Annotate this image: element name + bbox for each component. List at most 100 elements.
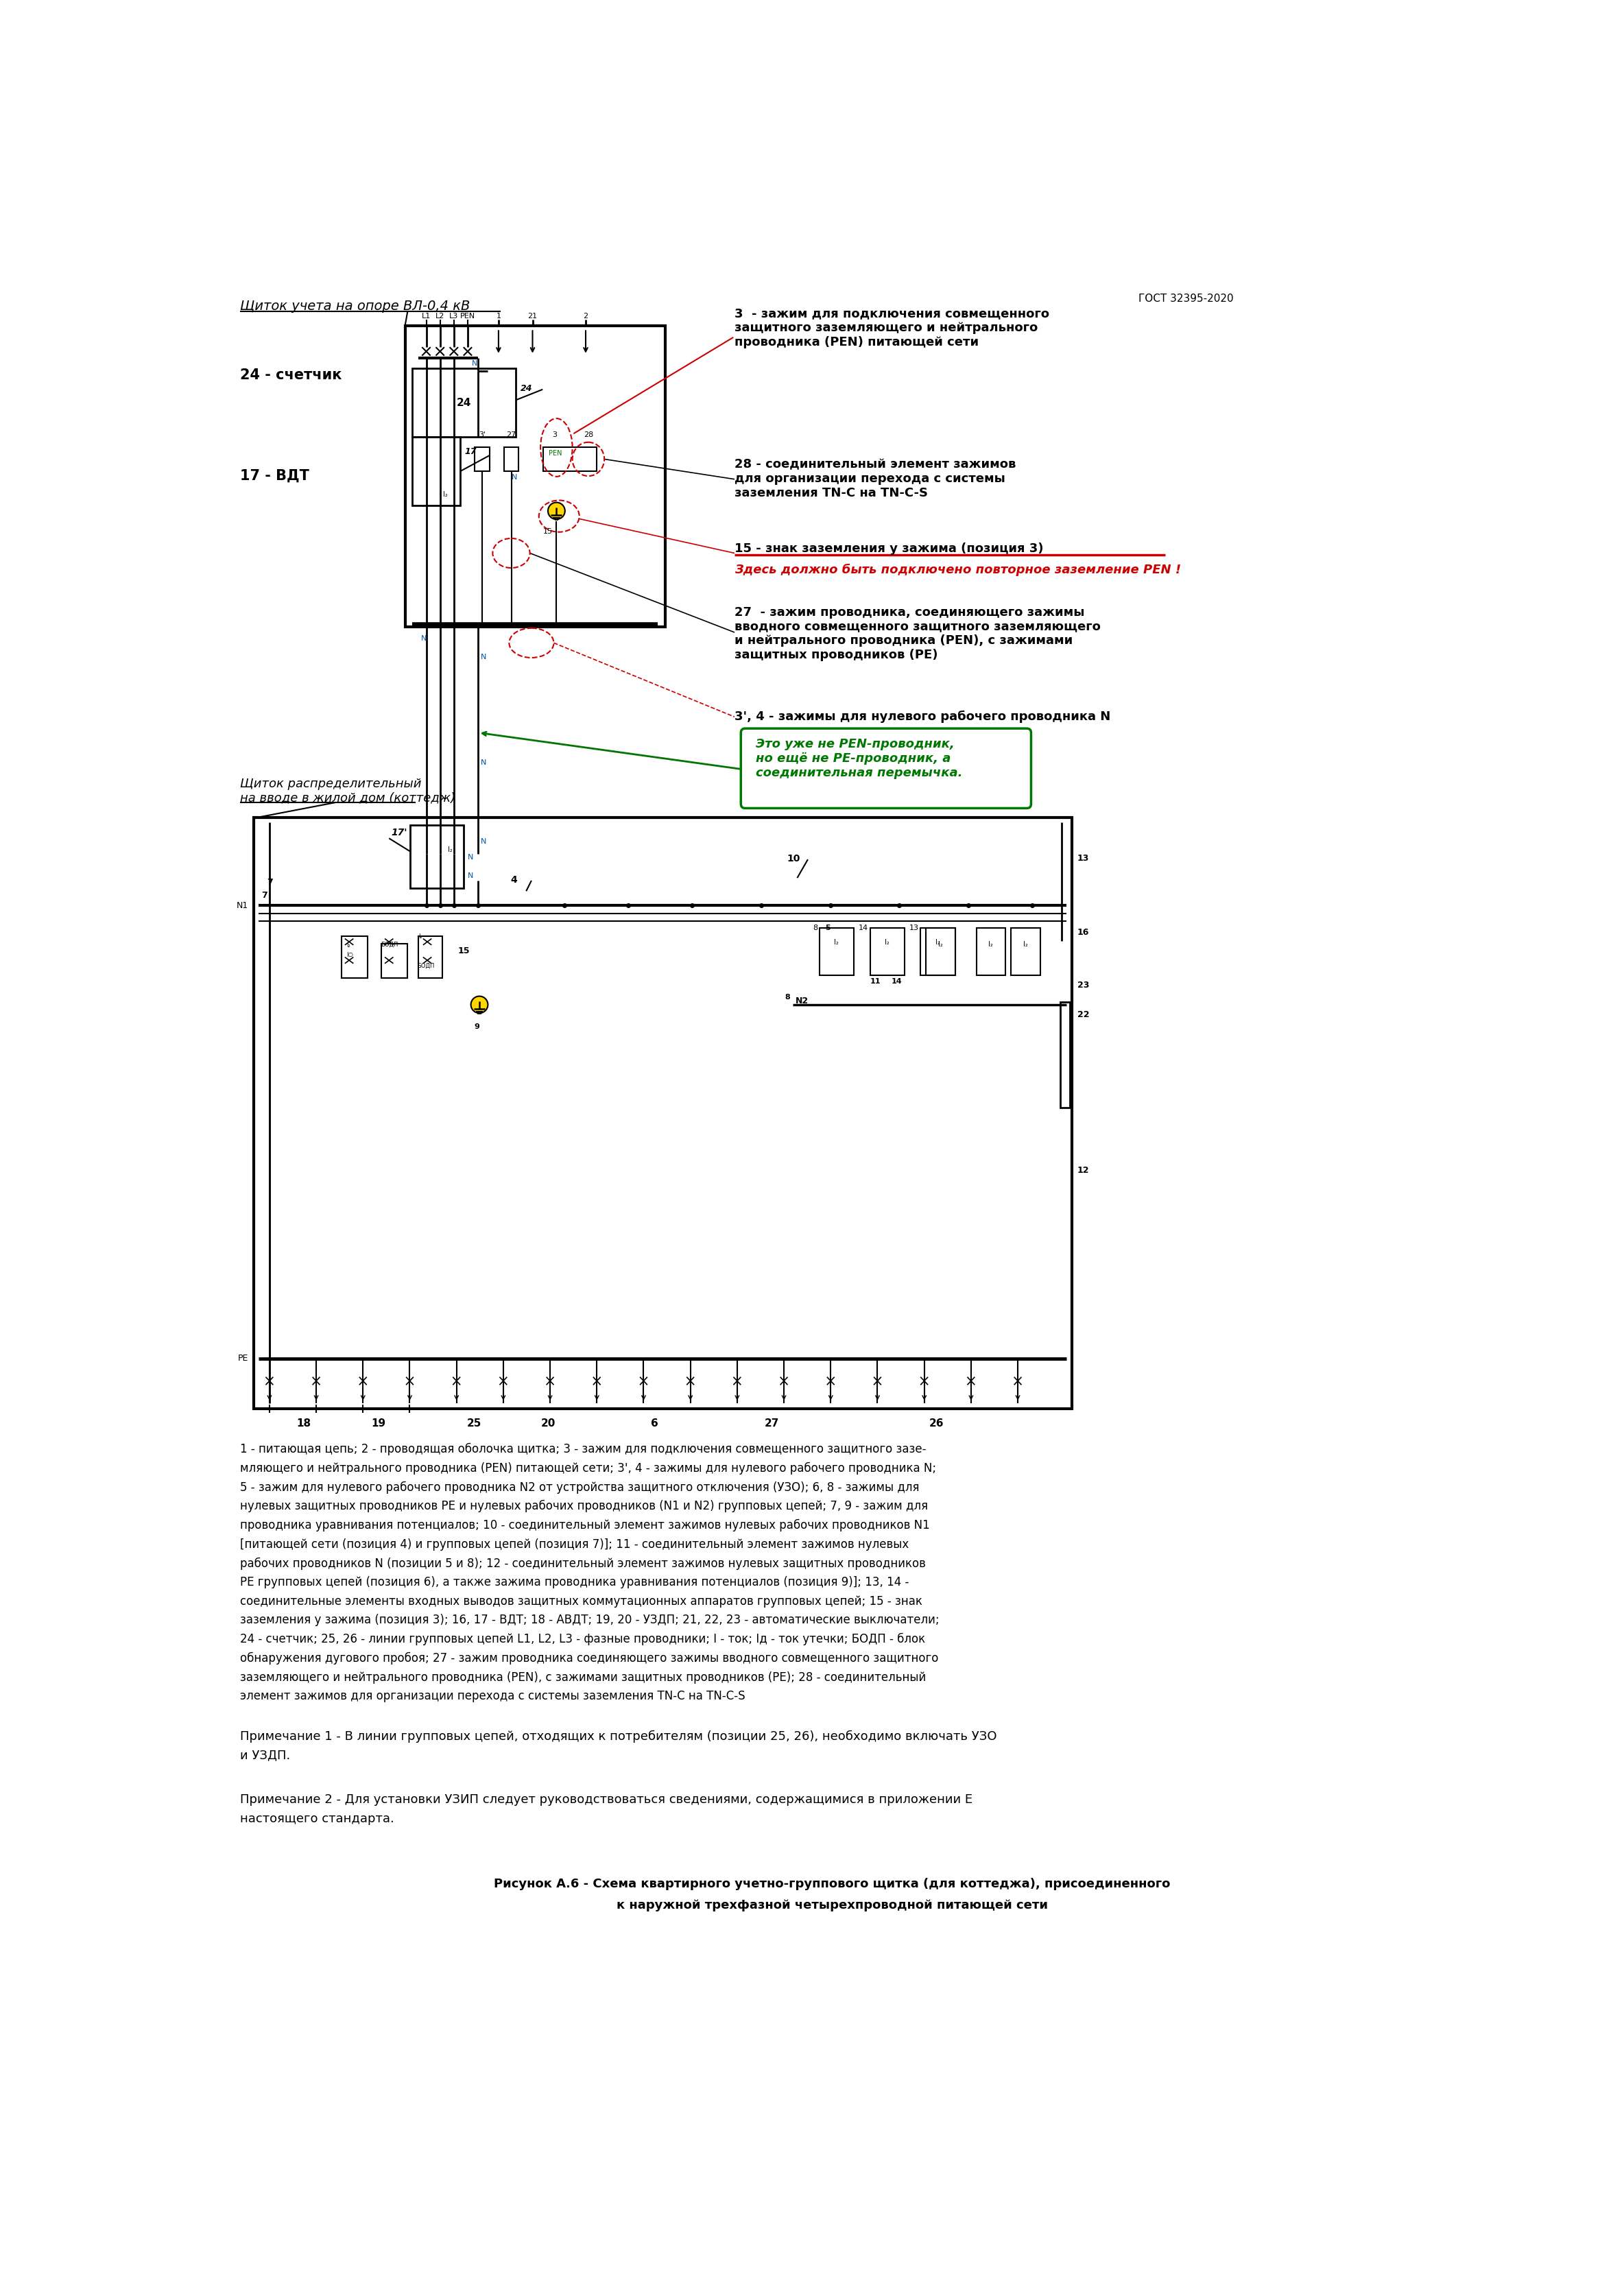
Text: 24 - счетчик: 24 - счетчик (240, 369, 343, 383)
Text: 14: 14 (892, 979, 901, 986)
Text: I₂: I₂ (346, 943, 351, 950)
Bar (870, 929, 905, 975)
Text: 13: 13 (909, 924, 919, 931)
Text: I₂: I₂ (443, 492, 448, 499)
Text: на вводе в жилой дом (коттедж): на вводе в жилой дом (коттедж) (240, 792, 456, 804)
Bar (419, 936, 442, 979)
Text: 3', 4 - зажимы для нулевого рабочего проводника N: 3', 4 - зажимы для нулевого рабочего про… (734, 710, 1111, 724)
Text: 2: 2 (583, 312, 588, 319)
Text: Примечание 2 - Для установки УЗИП следует руководствоваться сведениями, содержащ: Примечание 2 - Для установки УЗИП следуе… (240, 1794, 973, 1806)
Text: Здесь должно быть подключено повторное заземление PEN !: Здесь должно быть подключено повторное з… (734, 565, 1181, 576)
FancyBboxPatch shape (741, 729, 1031, 808)
Text: заземляющего и нейтрального проводника (PEN), с зажимами защитных проводников (P: заземляющего и нейтрального проводника (… (240, 1671, 926, 1683)
Text: 28: 28 (583, 430, 593, 437)
Text: 7: 7 (261, 890, 268, 899)
Text: Примечание 1 - В линии групповых цепей, отходящих к потребителям (позиции 25, 26: Примечание 1 - В линии групповых цепей, … (240, 1731, 997, 1742)
Text: I₂: I₂ (885, 938, 890, 945)
Text: 17 - ВДТ: 17 - ВДТ (240, 469, 310, 483)
Text: Щиток распределительный: Щиток распределительный (240, 776, 422, 790)
Text: N: N (473, 360, 477, 367)
Text: I₂: I₂ (1023, 940, 1028, 947)
Text: I₂: I₂ (419, 934, 422, 940)
Text: 21: 21 (528, 312, 538, 319)
Text: [питающей сети (позиция 4) и групповых цепей (позиция 7)]; 11 - соединительный э: [питающей сети (позиция 4) и групповых ц… (240, 1537, 909, 1551)
Text: 8: 8 (814, 924, 818, 931)
Text: 27: 27 (765, 1419, 780, 1428)
Text: N: N (468, 872, 473, 879)
Text: L1: L1 (422, 312, 430, 319)
Text: PEN: PEN (460, 312, 476, 319)
Text: 3': 3' (479, 430, 486, 437)
Text: 15: 15 (458, 947, 469, 956)
Text: 24: 24 (520, 385, 533, 394)
Bar (1060, 1002, 1070, 1107)
Text: 20: 20 (541, 1419, 555, 1428)
Text: 5 - зажим для нулевого рабочего проводника N2 от устройства защитного отключения: 5 - зажим для нулевого рабочего проводни… (240, 1480, 919, 1494)
Text: рабочих проводников N (позиции 5 и 8); 12 - соединительный элемент зажимов нулев: рабочих проводников N (позиции 5 и 8); 1… (240, 1557, 926, 1569)
Text: 14: 14 (859, 924, 869, 931)
Text: 11: 11 (870, 979, 880, 986)
Text: мляющего и нейтрального проводника (PEN) питающей сети; 3', 4 - зажимы для нулев: мляющего и нейтрального проводника (PEN)… (240, 1462, 937, 1475)
Text: L2: L2 (435, 312, 445, 319)
Text: 19: 19 (372, 1419, 385, 1428)
Bar (976, 929, 1005, 975)
Bar (921, 929, 955, 975)
Text: 27  - зажим проводника, соединяющего зажимы
вводного совмещенного защитного зазе: 27 - зажим проводника, соединяющего зажи… (734, 606, 1101, 660)
Text: заземления у зажима (позиция 3); 16, 17 - ВДТ; 18 - АВДТ; 19, 20 - УЗДП; 21, 22,: заземления у зажима (позиция 3); 16, 17 … (240, 1614, 939, 1626)
Text: PEN: PEN (549, 451, 562, 458)
Bar (503, 449, 518, 471)
Text: 16: 16 (1077, 929, 1090, 938)
Text: 1 - питающая цепь; 2 - проводящая оболочка щитка; 3 - зажим для подключения совм: 1 - питающая цепь; 2 - проводящая оболоч… (240, 1444, 926, 1455)
Text: PE: PE (237, 1355, 248, 1364)
Text: 25: 25 (466, 1419, 481, 1428)
Text: 24: 24 (456, 398, 471, 408)
Bar (474, 449, 489, 471)
Text: L3: L3 (450, 312, 458, 319)
Text: 1: 1 (495, 312, 500, 319)
Bar (1010, 929, 1039, 975)
Text: N: N (512, 474, 516, 480)
Bar (253, 817, 1072, 1409)
Text: I₂: I₂ (835, 938, 840, 945)
Text: N: N (481, 838, 486, 845)
Text: 7: 7 (266, 879, 273, 886)
Circle shape (547, 503, 565, 519)
Text: БОДП: БОДП (417, 963, 435, 968)
Bar (341, 936, 367, 979)
Bar (542, 449, 596, 471)
Text: 10: 10 (786, 854, 801, 863)
Text: I₂: I₂ (939, 940, 942, 947)
Text: 26: 26 (929, 1419, 944, 1428)
Text: 8: 8 (784, 995, 791, 1002)
Text: Рисунок А.6 - Схема квартирного учетно-группового щитка (для коттеджа), присоеди: Рисунок А.6 - Схема квартирного учетно-г… (494, 1879, 1171, 1890)
Bar (382, 945, 408, 979)
Text: 23: 23 (1077, 981, 1090, 990)
Text: БОДП: БОДП (382, 940, 398, 947)
Text: к наружной трехфазной четырехпроводной питающей сети: к наружной трехфазной четырехпроводной п… (617, 1899, 1047, 1913)
Text: N1: N1 (237, 902, 248, 911)
Text: нулевых защитных проводников PE и нулевых рабочих проводников (N1 и N2) групповы: нулевых защитных проводников PE и нулевы… (240, 1501, 929, 1512)
Bar (412, 437, 460, 505)
Text: I₂: I₂ (935, 938, 940, 945)
Text: проводника уравнивания потенциалов; 10 - соединительный элемент зажимов нулевых : проводника уравнивания потенциалов; 10 -… (240, 1519, 931, 1532)
Bar (404, 326, 666, 626)
Text: 18: 18 (297, 1419, 312, 1428)
Text: 17: 17 (464, 449, 476, 455)
Text: 3: 3 (552, 430, 557, 437)
Text: I₂: I₂ (989, 940, 992, 947)
Text: N: N (421, 635, 427, 642)
Circle shape (471, 997, 487, 1013)
Text: 13: 13 (1077, 854, 1090, 863)
Text: 15: 15 (542, 528, 552, 535)
Bar (412, 369, 516, 437)
Text: N: N (481, 758, 486, 765)
Text: 15 - знак заземления у зажима (позиция 3): 15 - знак заземления у зажима (позиция 3… (734, 542, 1044, 556)
Text: 6: 6 (651, 1419, 658, 1428)
Text: 28 - соединительный элемент зажимов
для организации перехода с системы
заземлени: 28 - соединительный элемент зажимов для … (734, 458, 1017, 499)
Bar (411, 824, 463, 888)
Text: 3  - зажим для подключения совмещенного
защитного заземляющего и нейтрального
пр: 3 - зажим для подключения совмещенного з… (734, 307, 1049, 348)
Text: 12: 12 (1077, 1166, 1090, 1175)
Bar (926, 929, 955, 975)
Text: PE групповых цепей (позиция 6), а также зажима проводника уравнивания потенциало: PE групповых цепей (позиция 6), а также … (240, 1576, 909, 1589)
Text: 9: 9 (474, 1022, 479, 1029)
